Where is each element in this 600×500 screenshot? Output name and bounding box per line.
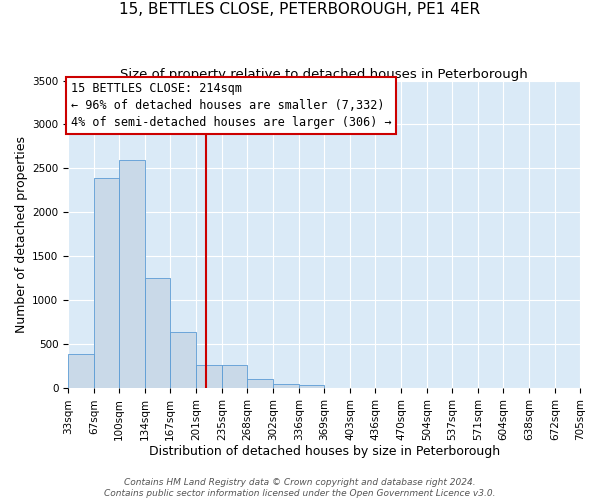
Bar (145, 278, 170, 388)
Bar (68, 354, 94, 388)
Text: 15 BETTLES CLOSE: 214sqm
← 96% of detached houses are smaller (7,332)
4% of semi: 15 BETTLES CLOSE: 214sqm ← 96% of detach… (71, 82, 391, 129)
Bar (94, 178, 119, 388)
X-axis label: Distribution of detached houses by size in Peterborough: Distribution of detached houses by size … (149, 444, 500, 458)
Bar (247, 379, 273, 388)
Bar (170, 332, 196, 388)
Bar (119, 160, 145, 388)
Text: 15, BETTLES CLOSE, PETERBOROUGH, PE1 4ER: 15, BETTLES CLOSE, PETERBOROUGH, PE1 4ER (119, 2, 481, 18)
Bar (273, 384, 299, 388)
Bar (299, 386, 324, 388)
Bar (196, 364, 222, 388)
Y-axis label: Number of detached properties: Number of detached properties (15, 136, 28, 333)
Text: Contains HM Land Registry data © Crown copyright and database right 2024.
Contai: Contains HM Land Registry data © Crown c… (104, 478, 496, 498)
Bar (222, 364, 247, 388)
Title: Size of property relative to detached houses in Peterborough: Size of property relative to detached ho… (120, 68, 528, 80)
